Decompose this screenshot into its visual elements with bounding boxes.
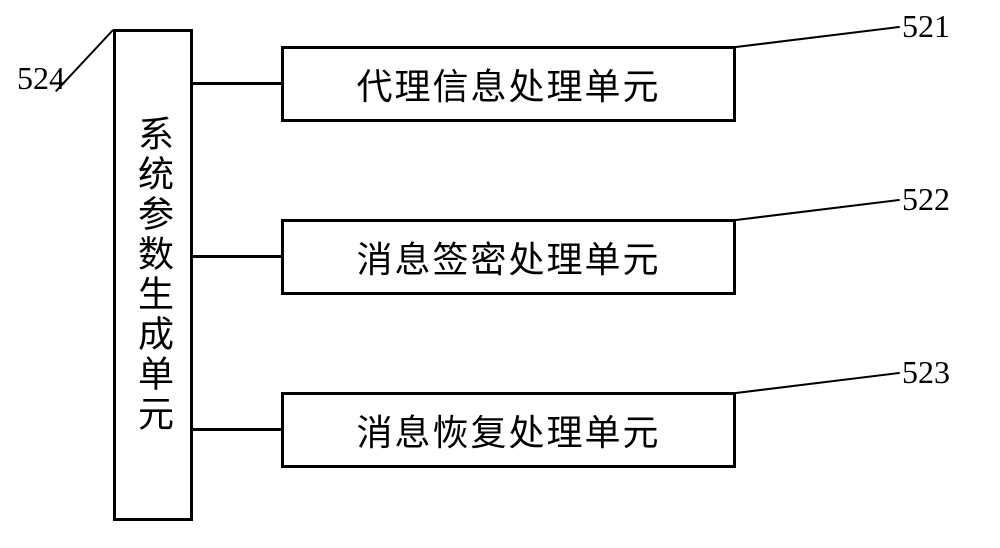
leader-521 [736, 26, 900, 48]
diagram-canvas: 系统参数生成单元 代理信息处理单元 消息签密处理单元 消息恢复处理单元 521 … [0, 0, 1000, 548]
connector-524-522 [193, 255, 281, 258]
connector-524-521 [193, 82, 281, 85]
label-521: 521 [902, 8, 950, 45]
leader-523 [736, 372, 900, 394]
node-message-signcrypt-unit: 消息签密处理单元 [281, 219, 736, 295]
node-message-recover-unit: 消息恢复处理单元 [281, 392, 736, 468]
node-system-param-gen-unit: 系统参数生成单元 [113, 29, 193, 521]
label-522: 522 [902, 181, 950, 218]
label-523: 523 [902, 354, 950, 391]
label-524: 524 [17, 60, 65, 97]
node-proxy-info-unit: 代理信息处理单元 [281, 46, 736, 122]
connector-524-523 [193, 428, 281, 431]
leader-522 [736, 199, 900, 221]
